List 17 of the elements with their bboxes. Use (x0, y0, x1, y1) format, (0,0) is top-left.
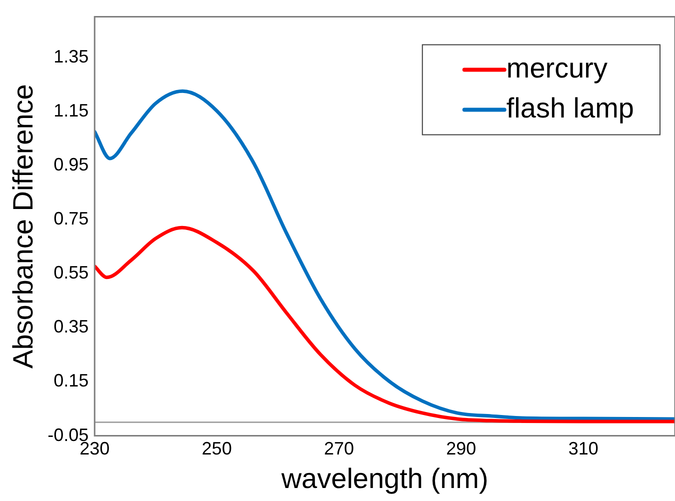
legend-label: flash lamp (506, 92, 634, 124)
y-tick-label: 0.35 (54, 316, 89, 337)
x-tick-label: 290 (446, 438, 476, 459)
legend-label: mercury (506, 52, 608, 84)
y-tick-label: 1.15 (54, 100, 89, 120)
x-tick-label: 310 (568, 438, 598, 459)
y-tick-label: 0.15 (54, 370, 89, 391)
y-tick-label: 0.95 (54, 154, 89, 174)
x-tick-label: 250 (202, 438, 232, 459)
y-axis-title: Absorbance Difference (8, 84, 39, 368)
line-series (94, 226, 675, 424)
x-axis-title: wavelength (nm) (280, 462, 488, 494)
y-tick-label: 1.35 (54, 46, 89, 66)
y-tick-label: 0.75 (54, 208, 89, 229)
x-tick-label: 270 (324, 438, 354, 459)
y-tick-label: 0.55 (54, 262, 89, 283)
line-series (94, 89, 675, 421)
